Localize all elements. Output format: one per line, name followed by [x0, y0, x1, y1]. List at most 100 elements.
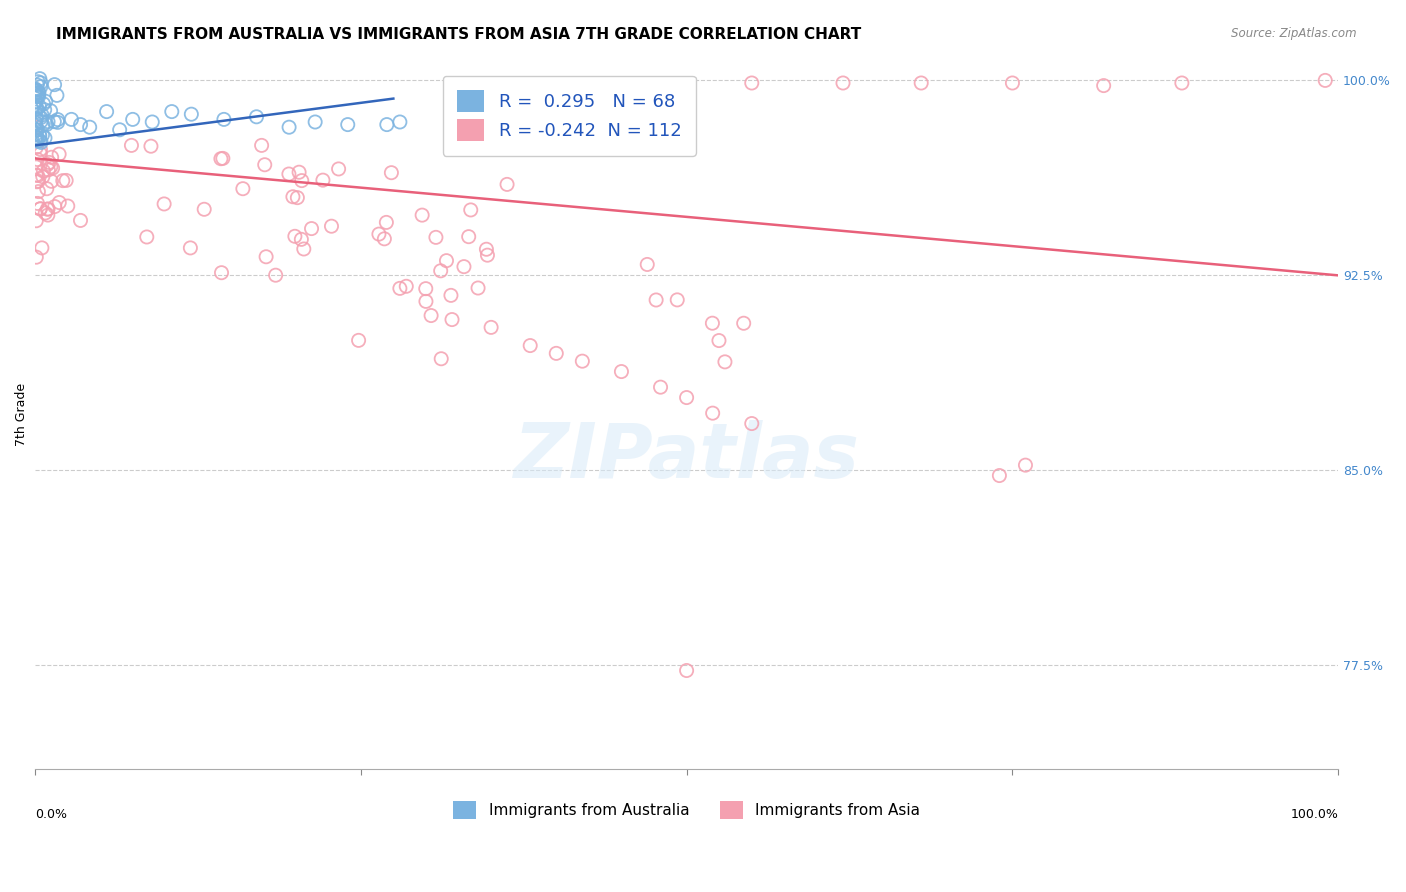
Point [35, 182, 58, 196]
Point [347, 334, 370, 348]
Point [153, 197, 176, 211]
Point [304, 115, 326, 129]
Point [141, 115, 163, 129]
Point [35, 95, 58, 109]
Text: 0.0%: 0.0% [35, 808, 67, 822]
Point [645, 293, 668, 307]
Point [120, 138, 142, 153]
Point [44, 200, 66, 214]
Point [25, 127, 48, 141]
Point [301, 221, 323, 235]
Point [430, 351, 453, 366]
Point [415, 294, 437, 309]
Point [32, 118, 55, 132]
Point [910, 76, 932, 90]
Point [32, 164, 55, 178]
Point [496, 178, 519, 192]
Point [519, 338, 541, 352]
Point [25, 101, 48, 115]
Point [180, 107, 202, 121]
Point [37, 157, 59, 171]
Point [24, 87, 46, 101]
Point [27, 196, 49, 211]
Point [60, 112, 83, 127]
Point [32, 97, 55, 112]
Text: 100.0%: 100.0% [1291, 808, 1339, 822]
Point [45, 88, 67, 103]
Point [27, 86, 49, 100]
Point [37, 202, 59, 216]
Point [25, 175, 48, 189]
Point [453, 260, 475, 274]
Point [375, 215, 398, 229]
Point [193, 202, 215, 217]
Point [24, 105, 46, 120]
Point [24, 86, 46, 100]
Point [250, 138, 273, 153]
Point [1001, 76, 1024, 90]
Point [27, 75, 49, 89]
Point [44, 114, 66, 128]
Point [291, 173, 314, 187]
Point [292, 242, 315, 256]
Point [25, 120, 48, 135]
Point [27, 134, 49, 148]
Point [108, 123, 131, 137]
Point [28, 86, 51, 100]
Point [281, 190, 304, 204]
Point [440, 288, 463, 302]
Point [25, 83, 48, 97]
Point [312, 173, 335, 187]
Point [278, 120, 301, 135]
Point [38, 155, 60, 169]
Point [429, 264, 451, 278]
Point [25, 112, 48, 127]
Point [30, 143, 52, 157]
Point [30, 202, 52, 216]
Point [28, 89, 51, 103]
Point [28, 128, 51, 143]
Point [1171, 76, 1194, 90]
Point [25, 90, 48, 104]
Point [37, 202, 59, 217]
Point [79, 120, 101, 135]
Point [232, 182, 254, 196]
Point [212, 152, 235, 166]
Point [41, 174, 63, 188]
Point [44, 78, 66, 92]
Point [31, 108, 53, 122]
Point [34, 206, 56, 220]
Point [25, 168, 48, 182]
Point [375, 118, 398, 132]
Point [69, 213, 91, 227]
Point [328, 161, 350, 176]
Point [37, 162, 59, 177]
Point [212, 112, 235, 127]
Point [30, 79, 52, 94]
Point [457, 229, 479, 244]
Point [336, 118, 359, 132]
Point [25, 131, 48, 145]
Point [46, 115, 69, 129]
Point [467, 281, 489, 295]
Point [37, 114, 59, 128]
Point [48, 147, 70, 161]
Point [436, 253, 458, 268]
Point [34, 103, 56, 117]
Point [253, 158, 276, 172]
Point [714, 355, 737, 369]
Point [277, 167, 299, 181]
Point [31, 128, 53, 142]
Point [610, 365, 633, 379]
Point [477, 248, 499, 262]
Point [675, 664, 697, 678]
Point [160, 104, 183, 119]
Point [24, 115, 46, 129]
Point [30, 114, 52, 128]
Point [636, 257, 658, 271]
Point [28, 71, 51, 86]
Point [702, 406, 724, 420]
Point [395, 279, 418, 293]
Point [25, 102, 48, 116]
Point [245, 110, 267, 124]
